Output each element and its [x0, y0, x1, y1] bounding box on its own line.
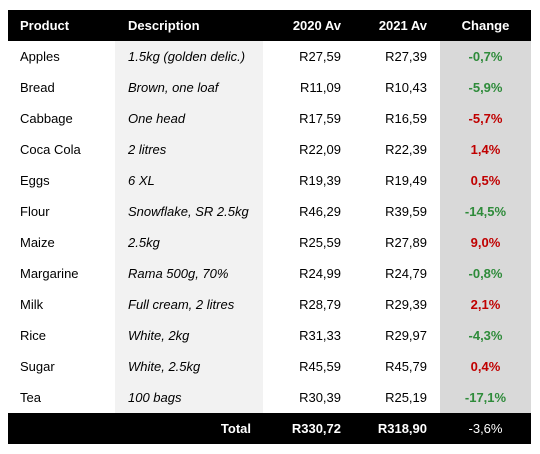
product-cell: Milk	[20, 297, 44, 312]
change-cell: -17,1%	[440, 382, 531, 413]
change-cell: 1,4%	[440, 134, 531, 165]
header-product: Product	[8, 10, 115, 41]
description-cell: Snowflake, SR 2.5kg	[115, 196, 263, 227]
price-2020-cell: R19,39	[299, 173, 341, 188]
table-row: Bread Brown, one loaf R11,09 R10,43 -5,9%	[8, 72, 531, 103]
product-cell: Maize	[20, 235, 55, 250]
price-2020-cell: R28,79	[299, 297, 341, 312]
description-cell: 1.5kg (golden delic.)	[115, 41, 263, 72]
price-2021-cell: R10,43	[385, 80, 427, 95]
price-2021-cell: R19,49	[385, 173, 427, 188]
product-cell: Bread	[20, 80, 55, 95]
table-row: Margarine Rama 500g, 70% R24,99 R24,79 -0,8%	[8, 258, 531, 289]
header-description: Description	[115, 10, 263, 41]
table-row: Tea 100 bags R30,39 R25,19 -17,1%	[8, 382, 531, 413]
product-cell: Rice	[20, 328, 47, 343]
header-2020-average: 2020 Av	[263, 10, 353, 41]
price-comparison-table: Product Description 2020 Av 2021 Av Chan…	[8, 10, 531, 444]
table-row: Maize 2.5kg R25,59 R27,89 9,0%	[8, 227, 531, 258]
description-cell: 100 bags	[115, 382, 263, 413]
price-2021-cell: R29,97	[385, 328, 427, 343]
description-cell: One head	[115, 103, 263, 134]
price-2021-cell: R22,39	[385, 142, 427, 157]
header-2021-average: 2021 Av	[353, 10, 440, 41]
change-cell: -0,7%	[440, 41, 531, 72]
description-cell: 6 XL	[115, 165, 263, 196]
description-cell: Rama 500g, 70%	[115, 258, 263, 289]
price-2020-cell: R17,59	[299, 111, 341, 126]
table-row: Sugar White, 2.5kg R45,59 R45,79 0,4%	[8, 351, 531, 382]
total-empty-cell	[8, 413, 115, 444]
table-row: Flour Snowflake, SR 2.5kg R46,29 R39,59 -14,…	[8, 196, 531, 227]
table-row: Eggs 6 XL R19,39 R19,49 0,5%	[8, 165, 531, 196]
price-2020-cell: R46,29	[299, 204, 341, 219]
description-cell: White, 2kg	[115, 320, 263, 351]
description-cell: 2 litres	[115, 134, 263, 165]
description-cell: 2.5kg	[115, 227, 263, 258]
price-2020-cell: R30,39	[299, 390, 341, 405]
price-2021-cell: R27,39	[385, 49, 427, 64]
change-cell: -5,7%	[440, 103, 531, 134]
description-cell: Brown, one loaf	[115, 72, 263, 103]
price-2020-cell: R25,59	[299, 235, 341, 250]
product-cell: Cabbage	[20, 111, 73, 126]
change-cell: 9,0%	[440, 227, 531, 258]
change-cell: 2,1%	[440, 289, 531, 320]
table-row: Apples 1.5kg (golden delic.) R27,59 R27,39-…	[8, 41, 531, 72]
product-cell: Margarine	[20, 266, 79, 281]
total-2021-average: R318,90	[353, 413, 440, 444]
price-2021-cell: R29,39	[385, 297, 427, 312]
total-change: -3,6%	[440, 413, 531, 444]
price-2020-cell: R27,59	[299, 49, 341, 64]
product-cell: Coca Cola	[20, 142, 81, 157]
price-2021-cell: R25,19	[385, 390, 427, 405]
change-cell: 0,5%	[440, 165, 531, 196]
header-row: Product Description 2020 Av 2021 Av Chan…	[8, 10, 531, 41]
price-2020-cell: R31,33	[299, 328, 341, 343]
price-2021-cell: R45,79	[385, 359, 427, 374]
total-row: Total R330,72 R318,90 -3,6%	[8, 413, 531, 444]
price-2021-cell: R16,59	[385, 111, 427, 126]
product-cell: Tea	[20, 390, 41, 405]
product-cell: Sugar	[20, 359, 55, 374]
product-cell: Flour	[20, 204, 50, 219]
price-2021-cell: R27,89	[385, 235, 427, 250]
description-cell: Full cream, 2 litres	[115, 289, 263, 320]
header-change: Change	[440, 10, 531, 41]
table-row: Cabbage One head R17,59 R16,59 -5,7%	[8, 103, 531, 134]
table-body: Apples 1.5kg (golden delic.) R27,59 R27,39-…	[8, 41, 531, 413]
change-cell: -0,8%	[440, 258, 531, 289]
total-label: Total	[115, 413, 263, 444]
price-2020-cell: R11,09	[300, 80, 341, 95]
change-cell: 0,4%	[440, 351, 531, 382]
price-2020-cell: R45,59	[299, 359, 341, 374]
table-row: Rice White, 2kg R31,33 R29,97 -4,3%	[8, 320, 531, 351]
change-cell: -5,9%	[440, 72, 531, 103]
description-cell: White, 2.5kg	[115, 351, 263, 382]
price-2020-cell: R24,99	[299, 266, 341, 281]
price-2021-cell: R24,79	[385, 266, 427, 281]
product-cell: Eggs	[20, 173, 50, 188]
price-2020-cell: R22,09	[299, 142, 341, 157]
product-cell: Apples	[20, 49, 60, 64]
total-2020-average: R330,72	[263, 413, 353, 444]
change-cell: -4,3%	[440, 320, 531, 351]
table-row: Coca Cola 2 litres R22,09 R22,39 1,4%	[8, 134, 531, 165]
change-cell: -14,5%	[440, 196, 531, 227]
price-2021-cell: R39,59	[385, 204, 427, 219]
table-row: Milk Full cream, 2 litres R28,79 R29,39 2,1%	[8, 289, 531, 320]
